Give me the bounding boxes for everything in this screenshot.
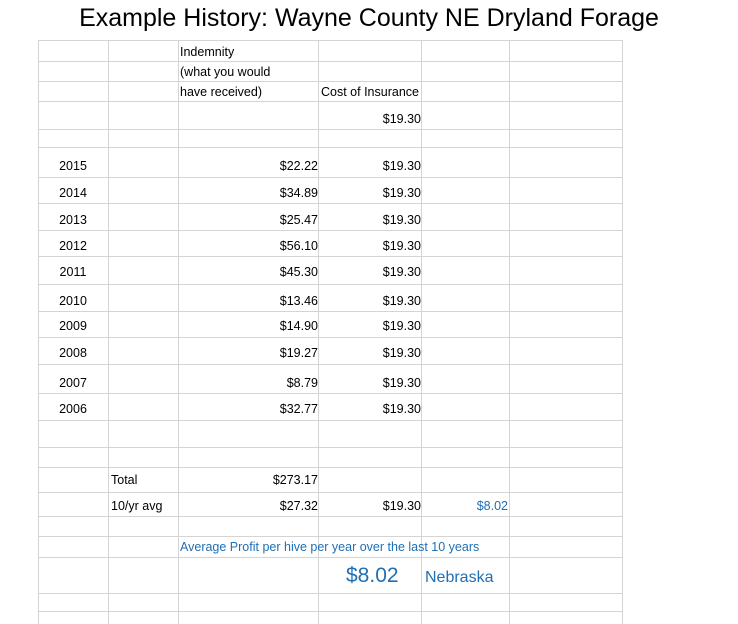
- grid-col-line: [421, 40, 422, 624]
- grid-row-line: [38, 101, 622, 102]
- avg-cost: $19.30: [382, 499, 421, 513]
- grid-row-line: [38, 447, 622, 448]
- cost-cell: $19.30: [382, 294, 421, 308]
- page-title: Example History: Wayne County NE Dryland…: [79, 4, 659, 32]
- cost-cell: $19.30: [382, 402, 421, 416]
- year-cell: 2009: [59, 319, 87, 333]
- cost-cell: $19.30: [382, 186, 421, 200]
- grid-row-line: [38, 364, 622, 365]
- avg-label: 10/yr avg: [111, 499, 163, 513]
- grid-row-line: [38, 337, 622, 338]
- year-cell: 2011: [59, 265, 87, 279]
- cost-cell: $19.30: [382, 319, 421, 333]
- grid-row-line: [38, 230, 622, 231]
- grid-row-line: [38, 81, 622, 82]
- grid-row-line: [38, 467, 622, 468]
- indemnity-cell: $8.79: [286, 376, 318, 390]
- grid-row-line: [38, 611, 622, 612]
- grid-row-line: [38, 536, 622, 537]
- year-cell: 2006: [59, 402, 87, 416]
- cost-header: Cost of Insurance: [321, 85, 419, 99]
- grid-col-line: [38, 40, 39, 624]
- grid-col-line: [178, 40, 179, 624]
- grid-row-line: [38, 203, 622, 204]
- indemnity-cell: $56.10: [279, 239, 318, 253]
- year-cell: 2012: [59, 239, 87, 253]
- cost-cell: $19.30: [382, 265, 421, 279]
- grid-col-line: [318, 40, 319, 624]
- indemnity-header-line2: (what you would: [180, 65, 271, 79]
- indemnity-cell: $19.27: [279, 346, 318, 360]
- year-cell: 2010: [59, 294, 87, 308]
- indemnity-cell: $34.89: [279, 186, 318, 200]
- cost-cell: $19.30: [382, 239, 421, 253]
- grid-row-line: [38, 311, 622, 312]
- indemnity-cell: $14.90: [279, 319, 318, 333]
- cost-cell: $19.30: [382, 376, 421, 390]
- avg-indemnity: $27.32: [279, 499, 318, 513]
- grid-row-line: [38, 393, 622, 394]
- year-cell: 2014: [59, 186, 87, 200]
- grid-row-line: [38, 177, 622, 178]
- grid-row-line: [38, 557, 622, 558]
- summary-text: Average Profit per hive per year over th…: [180, 540, 480, 554]
- grid-row-line: [38, 129, 622, 130]
- grid-row-line: [38, 40, 622, 41]
- year-cell: 2007: [59, 376, 87, 390]
- grid-row-line: [38, 147, 622, 148]
- summary-state: Nebraska: [425, 569, 494, 586]
- year-cell: 2013: [59, 213, 87, 227]
- year-cell: 2015: [59, 159, 87, 173]
- indemnity-header-line1: Indemnity: [180, 45, 235, 59]
- indemnity-cell: $32.77: [279, 402, 318, 416]
- indemnity-cell: $22.22: [279, 159, 318, 173]
- grid-row-line: [38, 284, 622, 285]
- cost-cell: $19.30: [382, 346, 421, 360]
- grid-row-line: [38, 492, 622, 493]
- grid-col-line: [108, 40, 109, 624]
- total-indemnity: $273.17: [272, 473, 318, 487]
- grid-row-line: [38, 516, 622, 517]
- indemnity-cell: $25.47: [279, 213, 318, 227]
- year-cell: 2008: [59, 346, 87, 360]
- indemnity-cell: $13.46: [279, 294, 318, 308]
- grid-row-line: [38, 256, 622, 257]
- total-label: Total: [111, 473, 138, 487]
- grid-col-line: [509, 40, 510, 624]
- grid-row-line: [38, 61, 622, 62]
- cost-cell: $19.30: [382, 159, 421, 173]
- indemnity-header-line3: have received): [180, 85, 262, 99]
- cost-cell: $19.30: [382, 213, 421, 227]
- base-cost-value: $19.30: [382, 112, 421, 126]
- grid-col-line: [622, 40, 623, 624]
- grid-row-line: [38, 420, 622, 421]
- avg-profit: $8.02: [476, 499, 508, 513]
- indemnity-cell: $45.30: [279, 265, 318, 279]
- grid-row-line: [38, 593, 622, 594]
- summary-big-value: $8.02: [346, 564, 399, 587]
